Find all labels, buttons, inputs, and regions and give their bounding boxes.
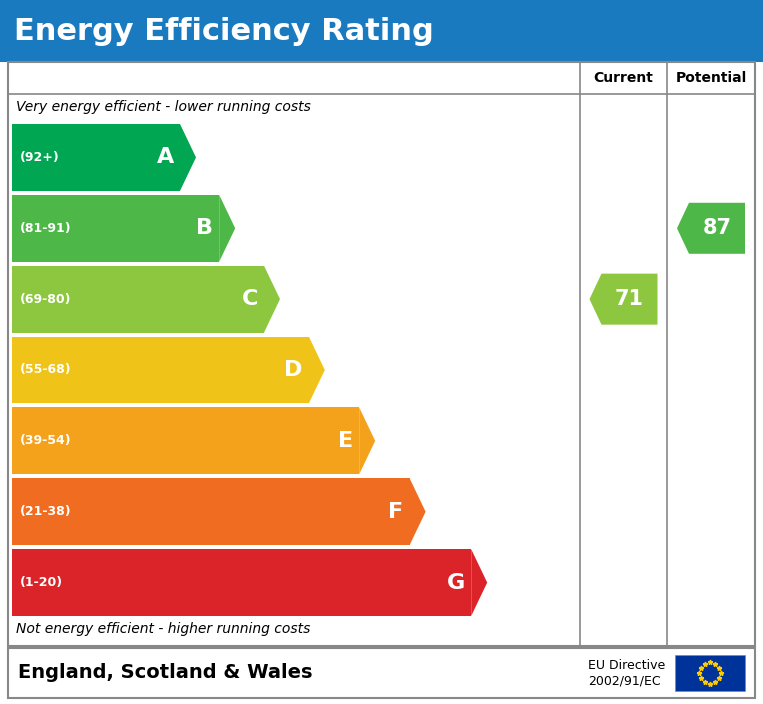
Text: (81-91): (81-91) xyxy=(20,222,72,235)
Text: A: A xyxy=(156,147,174,168)
Text: (39-54): (39-54) xyxy=(20,434,72,447)
Text: EU Directive: EU Directive xyxy=(588,659,665,672)
Polygon shape xyxy=(677,203,745,254)
Polygon shape xyxy=(472,549,488,616)
Polygon shape xyxy=(264,265,280,332)
Polygon shape xyxy=(309,337,325,403)
Text: F: F xyxy=(388,502,404,522)
Bar xyxy=(12,408,359,474)
Text: 87: 87 xyxy=(703,218,732,238)
Text: 71: 71 xyxy=(615,289,644,309)
Bar xyxy=(12,549,472,616)
Bar xyxy=(675,655,745,691)
Text: C: C xyxy=(242,289,258,309)
Polygon shape xyxy=(180,124,196,191)
Text: (21-38): (21-38) xyxy=(20,505,72,518)
Bar xyxy=(0,0,763,62)
Text: B: B xyxy=(196,218,213,238)
Bar xyxy=(12,478,410,545)
Text: England, Scotland & Wales: England, Scotland & Wales xyxy=(18,663,313,682)
Text: (69-80): (69-80) xyxy=(20,293,72,306)
Bar xyxy=(8,648,755,698)
Polygon shape xyxy=(410,478,426,545)
Text: Current: Current xyxy=(594,71,653,85)
Text: (55-68): (55-68) xyxy=(20,363,72,377)
Text: E: E xyxy=(338,431,353,451)
Polygon shape xyxy=(590,274,658,325)
Polygon shape xyxy=(219,195,235,262)
Bar xyxy=(12,337,309,403)
Text: (1-20): (1-20) xyxy=(20,576,63,589)
Bar xyxy=(8,62,755,646)
Bar xyxy=(12,124,180,191)
Text: Not energy efficient - higher running costs: Not energy efficient - higher running co… xyxy=(16,622,311,636)
Text: 2002/91/EC: 2002/91/EC xyxy=(588,674,661,687)
Text: (92+): (92+) xyxy=(20,151,60,164)
Text: Energy Efficiency Rating: Energy Efficiency Rating xyxy=(14,16,433,46)
Bar xyxy=(12,265,264,332)
Bar xyxy=(12,195,219,262)
Text: G: G xyxy=(447,572,465,593)
Text: D: D xyxy=(285,360,303,380)
Text: Potential: Potential xyxy=(675,71,747,85)
Text: Very energy efficient - lower running costs: Very energy efficient - lower running co… xyxy=(16,100,311,114)
Polygon shape xyxy=(359,408,375,474)
